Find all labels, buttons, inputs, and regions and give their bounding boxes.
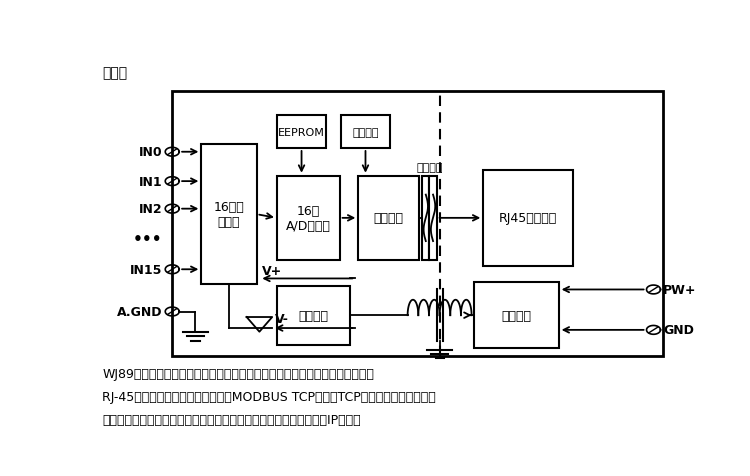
- Text: 16路输
入电路: 16路输 入电路: [214, 201, 244, 228]
- Bar: [475, 283, 559, 348]
- Bar: [430, 176, 436, 260]
- Text: EEPROM: EEPROM: [278, 127, 325, 137]
- Bar: [277, 176, 340, 260]
- Text: 传感器: 传感器: [103, 66, 128, 80]
- Text: RJ45网络接口: RJ45网络接口: [499, 212, 557, 225]
- Text: 电源电路: 电源电路: [502, 309, 532, 322]
- Text: 它是使用广泛，面向连接的可靠协议。用户可直接在网页上设置模块IP地址、: 它是使用广泛，面向连接的可靠协议。用户可直接在网页上设置模块IP地址、: [103, 413, 361, 426]
- Text: V-: V-: [275, 312, 289, 326]
- Text: IN1: IN1: [139, 175, 162, 188]
- Text: IN15: IN15: [130, 263, 162, 276]
- Text: •••: •••: [133, 231, 162, 246]
- Bar: [201, 145, 256, 284]
- Bar: [483, 171, 573, 266]
- Text: 复位电路: 复位电路: [352, 127, 379, 137]
- Text: GND: GND: [663, 324, 694, 337]
- Bar: [277, 116, 326, 149]
- Text: 滤波电路: 滤波电路: [298, 309, 328, 322]
- Bar: [172, 92, 663, 356]
- Text: 隔离电路: 隔离电路: [416, 163, 442, 173]
- Text: A.GND: A.GND: [117, 306, 162, 318]
- Bar: [422, 176, 430, 260]
- Text: 16位
A/D转换器: 16位 A/D转换器: [286, 204, 331, 232]
- Text: PW+: PW+: [663, 283, 697, 297]
- Text: IN0: IN0: [139, 146, 162, 159]
- Text: IN2: IN2: [139, 203, 162, 216]
- Bar: [340, 116, 390, 149]
- Text: 微处理器: 微处理器: [374, 212, 404, 225]
- Text: RJ-45网络接口通信。通讯方式采用MODBUS TCP协议。TCP是基于传输层的协议，: RJ-45网络接口通信。通讯方式采用MODBUS TCP协议。TCP是基于传输层…: [103, 390, 436, 403]
- Text: V+: V+: [262, 264, 283, 277]
- Text: WJ89系列产品包括电源调理，模拟量采集与输出、开关量采集、开关量输出和: WJ89系列产品包括电源调理，模拟量采集与输出、开关量采集、开关量输出和: [103, 367, 374, 380]
- Bar: [358, 176, 419, 260]
- Polygon shape: [247, 317, 272, 332]
- Bar: [277, 286, 350, 345]
